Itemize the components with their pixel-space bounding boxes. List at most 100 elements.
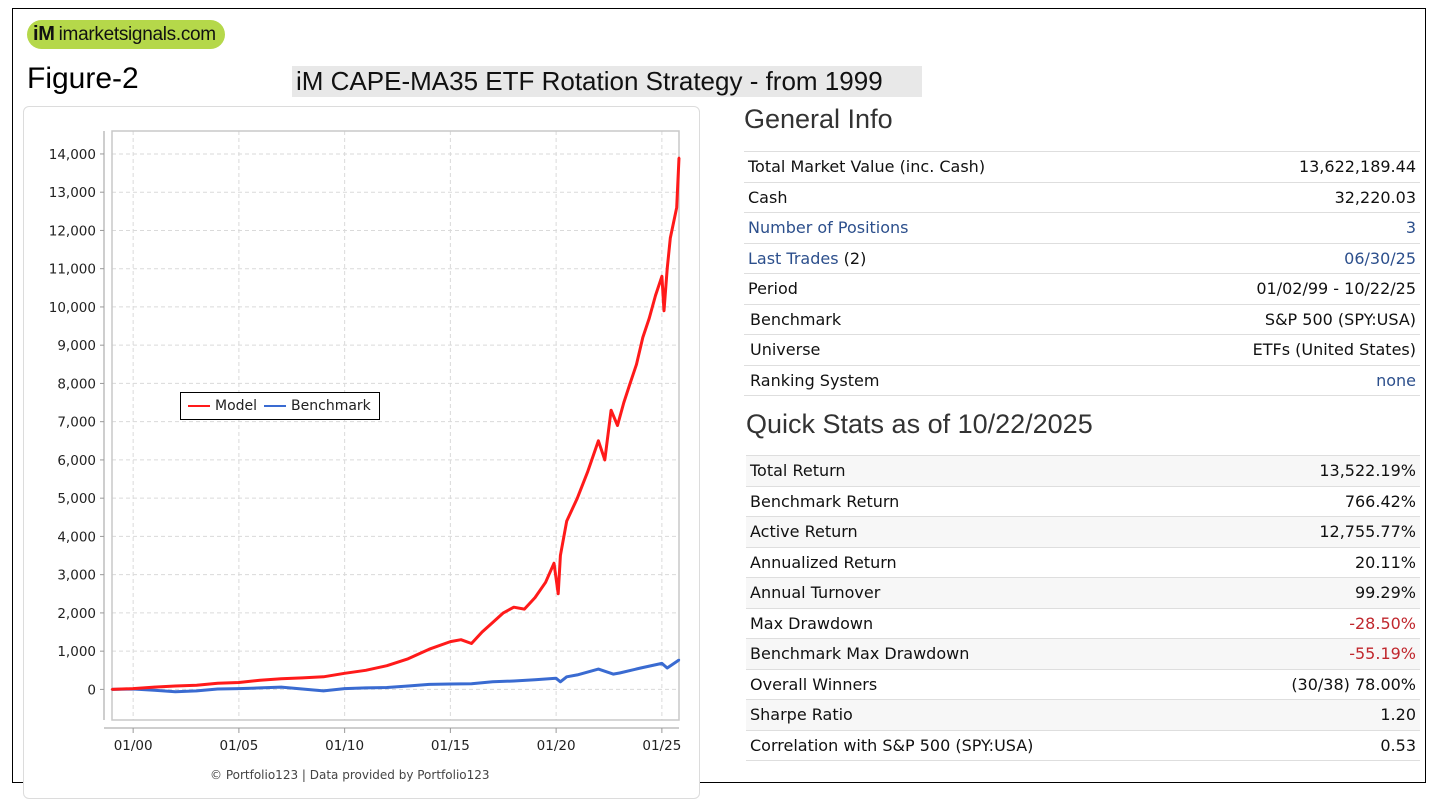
row-value: S&P 500 (SPY:USA): [1141, 303, 1420, 335]
data-point-benchmark: [343, 687, 346, 690]
y-tick-label: 3,000: [57, 568, 96, 584]
row-label: Total Return: [746, 455, 1210, 486]
data-point-model: [512, 606, 515, 609]
y-tick-label: 5,000: [57, 491, 96, 507]
table-row: Overall Winners (30/38) 78.00%: [746, 668, 1420, 700]
data-point-model: [131, 687, 135, 690]
last-trades-date-link[interactable]: 06/30/25: [1141, 242, 1420, 274]
table-row: Max Drawdown -28.50%: [746, 607, 1420, 639]
data-point-benchmark: [559, 680, 562, 683]
y-tick-label: 9,000: [57, 338, 96, 354]
y-tick-label: 14,000: [49, 147, 96, 163]
row-label: Benchmark Return: [746, 485, 1210, 517]
ranking-system-link[interactable]: none: [1141, 364, 1420, 396]
data-point-model: [480, 630, 484, 634]
legend-item-benchmark: Benchmark: [261, 398, 371, 414]
data-point-model: [385, 664, 389, 667]
data-point-benchmark: [666, 666, 669, 670]
table-row: Number of Positions 3: [744, 212, 1420, 243]
data-point-model: [237, 681, 241, 684]
data-point-benchmark: [639, 666, 642, 670]
chart-credit: © Portfolio123 | Data provided by Portfo…: [210, 768, 490, 782]
data-point-model: [364, 669, 367, 672]
data-point-model: [552, 562, 556, 565]
data-point-model: [628, 382, 632, 385]
row-value: 12,755.77%: [1209, 516, 1420, 547]
y-tick-label: 8,000: [57, 376, 96, 392]
legend-swatch-benchmark: [264, 405, 287, 407]
x-tick-label: 01/05: [219, 738, 258, 754]
row-label: Overall Winners: [746, 668, 1210, 700]
legend-label-benchmark: Benchmark: [291, 398, 371, 414]
row-value: 32,220.03: [1141, 181, 1420, 213]
series-line-benchmark: [111, 658, 680, 694]
data-point-model: [603, 458, 606, 462]
general-info-heading: General Info: [744, 104, 893, 134]
row-value: 1.20: [1209, 699, 1420, 730]
data-point-model: [258, 679, 262, 682]
data-point-benchmark: [406, 684, 410, 688]
data-point-benchmark: [597, 667, 600, 671]
data-point-model: [622, 401, 625, 404]
row-label: Correlation with S&P 500 (SPY:USA): [746, 729, 1210, 761]
row-value: 01/02/99 - 10/22/25: [1141, 273, 1420, 304]
site-logo[interactable]: iM imarketsignals.com: [27, 20, 225, 49]
data-point-benchmark: [195, 689, 198, 693]
y-tick-label: 6,000: [57, 453, 96, 469]
legend-label-model: Model: [215, 398, 258, 414]
data-point-model: [322, 675, 325, 678]
data-point-benchmark: [216, 687, 219, 691]
performance-chart: 0 1,000 2,000 3,000 4,000 5,000 6,000 7,000 8,00…: [49, 130, 681, 754]
data-point-benchmark: [322, 689, 325, 693]
data-point-benchmark: [301, 687, 304, 691]
data-point-model: [195, 684, 198, 687]
x-tick-label: 01/00: [114, 738, 153, 754]
series-line-model: [111, 157, 681, 691]
data-point-model: [559, 554, 562, 557]
data-point-model: [153, 685, 156, 689]
data-point-model: [609, 409, 613, 412]
table-row: Annual Turnover 99.29%: [746, 577, 1420, 608]
data-point-model: [280, 677, 283, 680]
row-value: -28.50%: [1209, 607, 1420, 639]
table-row: Active Return 12,755.77%: [746, 516, 1420, 547]
data-point-model: [557, 592, 560, 595]
row-value: 13,522.19%: [1209, 455, 1420, 486]
logo-mark: iM: [33, 23, 55, 45]
data-point-benchmark: [576, 673, 579, 677]
row-value: (30/38) 78.00%: [1209, 668, 1420, 700]
data-point-model: [672, 221, 675, 224]
positions-count-link[interactable]: 3: [1141, 212, 1420, 243]
general-info-table: Total Market Value (inc. Cash) 13,622,18…: [744, 151, 1420, 396]
row-label: Cash: [744, 181, 1142, 213]
legend-swatch-model: [188, 405, 210, 407]
data-point-benchmark: [565, 675, 568, 678]
table-row: Universe ETFs (United States): [744, 334, 1420, 365]
table-row: Cash 32,220.03: [744, 181, 1420, 213]
chart-legend: Model Benchmark: [180, 392, 380, 420]
row-value: 20.11%: [1209, 546, 1420, 578]
data-point-benchmark: [612, 672, 615, 676]
last-trades-link[interactable]: Last Trades: [748, 248, 839, 268]
data-point-model: [523, 607, 526, 611]
data-point-model: [544, 581, 547, 584]
table-row: Benchmark Return 766.42%: [746, 485, 1420, 517]
y-axis-ticks: 0 1,000 2,000 3,000 4,000 5,000 6,000 7,000 8,00…: [49, 147, 104, 698]
data-point-model: [616, 424, 619, 427]
table-row: Benchmark S&P 500 (SPY:USA): [744, 303, 1420, 335]
row-label: Max Drawdown: [746, 607, 1210, 639]
x-axis-ticks: 01/00 01/05 01/10 01/15 01/20 01/25: [114, 728, 681, 754]
row-value: 99.29%: [1209, 577, 1420, 608]
number-of-positions-link[interactable]: Number of Positions: [744, 212, 1142, 243]
data-point-model: [216, 682, 219, 685]
data-point-model: [576, 497, 579, 500]
row-label: Sharpe Ratio: [746, 699, 1210, 730]
data-point-model: [428, 648, 431, 651]
table-row: Total Market Value (inc. Cash) 13,622,18…: [744, 151, 1420, 182]
data-point-benchmark: [258, 686, 262, 690]
data-point-model: [666, 267, 669, 270]
table-row: Benchmark Max Drawdown -55.19%: [746, 638, 1420, 669]
data-point-model: [343, 672, 346, 675]
data-point-model: [654, 294, 657, 297]
figure-label: Figure-2: [27, 62, 139, 95]
